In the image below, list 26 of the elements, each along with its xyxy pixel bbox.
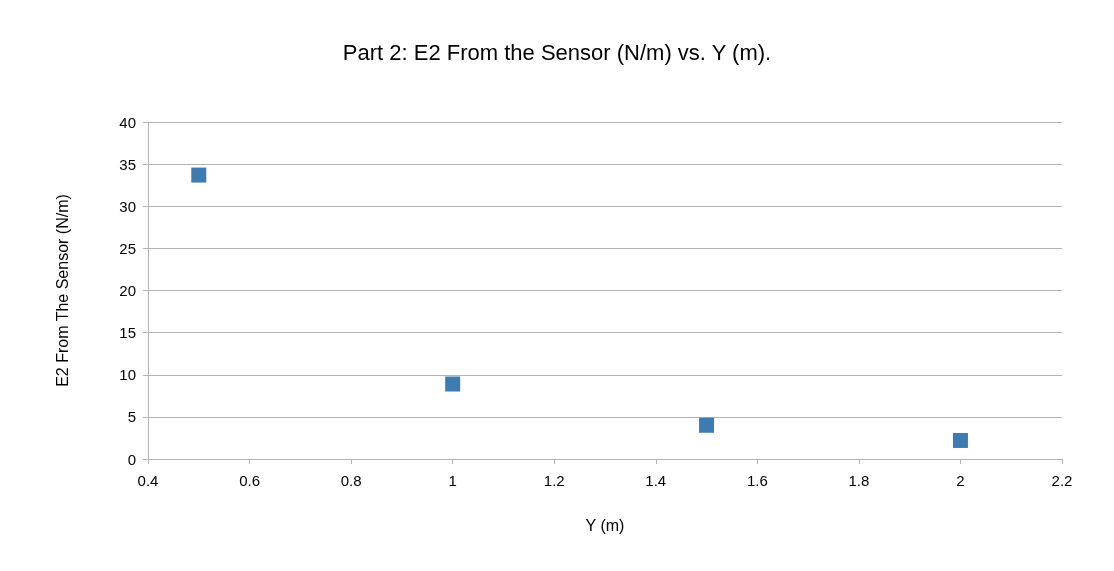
y-tick-label: 40 (119, 113, 136, 131)
point (699, 417, 715, 433)
x-tick-label: 1 (448, 472, 457, 489)
y-tick-label: 35 (119, 155, 136, 173)
chart-title: Part 2: E2 From the Sensor (N/m) vs. Y (m). (342, 39, 772, 65)
y-tick-label: 0 (127, 450, 136, 468)
x-axis-title: Y (m) (585, 516, 625, 534)
point (191, 167, 207, 183)
x-tick-label: 2 (956, 472, 965, 489)
y-tick-label: 30 (119, 197, 136, 215)
x-tick-label: 1.2 (543, 472, 565, 489)
y-axis-title: E2 From The Sensor (N/m) (53, 194, 71, 387)
x-tick-label: 1.6 (746, 472, 768, 489)
x-tick-label: 0.8 (340, 472, 362, 489)
x-tick-label: 1.8 (848, 472, 870, 489)
x-tick-label: 0.6 (239, 472, 260, 489)
x-tick-label: 2.2 (1051, 472, 1073, 489)
y-tick-label: 5 (127, 408, 136, 426)
point (952, 432, 968, 448)
y-tick-label: 15 (119, 324, 136, 342)
x-tick-label: 1.4 (645, 472, 667, 489)
y-tick-label: 25 (119, 239, 136, 257)
y-tick-label: 10 (119, 366, 136, 384)
point (445, 376, 461, 392)
x-tick-label: 0.4 (137, 472, 159, 489)
y-tick-label: 20 (119, 282, 136, 299)
